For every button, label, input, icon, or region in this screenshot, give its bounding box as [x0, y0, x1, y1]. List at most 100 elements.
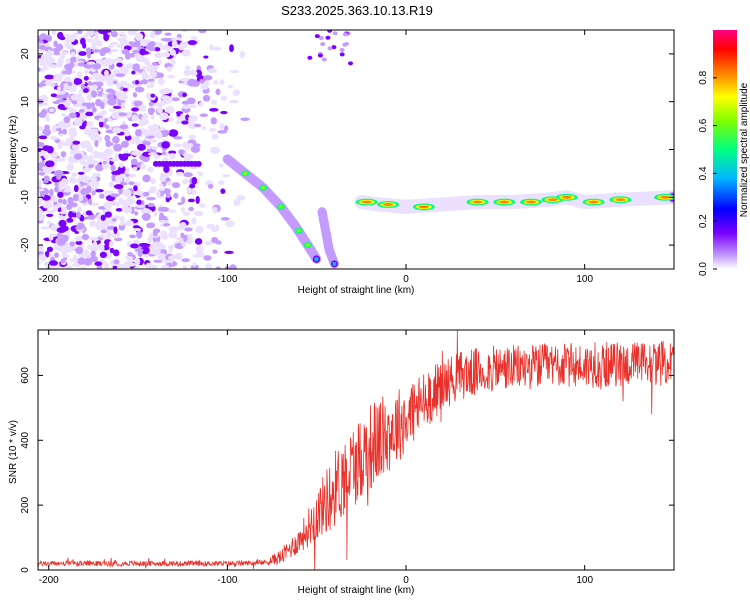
- spectrogram-cell: [163, 165, 170, 173]
- spectrogram-cell: [183, 69, 192, 77]
- spectrogram-cell: [62, 198, 67, 205]
- spectrogram-cell: [135, 257, 141, 266]
- spectrogram-cell: [229, 99, 239, 104]
- spectrogram-cell: [78, 109, 85, 113]
- spectrogram-cell: [38, 201, 43, 205]
- spectrogram-cell: [78, 89, 85, 94]
- spectrogram-cell: [339, 52, 345, 57]
- spectrogram-cell: [38, 259, 41, 266]
- spectrogram-cell: [148, 101, 154, 107]
- spectrogram-cell: [159, 127, 166, 131]
- spectrogram-cell: [86, 94, 93, 102]
- spectrogram-cell: [187, 142, 193, 148]
- spectrogram-cell: [57, 103, 65, 110]
- spectrogram-cell: [111, 31, 118, 38]
- spectrogram-cell: [320, 42, 326, 47]
- spectrogram-cell: [72, 32, 79, 39]
- spectrogram-cell: [212, 46, 222, 51]
- spectrogram-cell: [173, 143, 183, 148]
- spectrogram-cell: [198, 30, 207, 34]
- spectrogram-cell: [110, 232, 121, 239]
- spectrogram-cell: [105, 157, 110, 164]
- spectrogram-cell: [88, 236, 99, 241]
- spectrogram-cell: [67, 122, 72, 128]
- spectrogram-cell: [175, 171, 184, 176]
- spectrogram-y-ticks: -20 -10 0 10 20: [20, 48, 674, 252]
- spectrogram-cell: [73, 118, 83, 127]
- spectrogram-cell: [217, 130, 228, 134]
- spectrogram-cell: [121, 33, 127, 41]
- spectrogram-cell: [100, 229, 107, 234]
- spectrogram-cell: [147, 78, 155, 82]
- spectrogram-cell: [157, 59, 163, 65]
- spectrogram-cell: [63, 116, 71, 124]
- spectrogram-cell: [129, 234, 137, 239]
- chart-title: S233.2025.363.10.13.R19: [281, 3, 433, 18]
- spectrogram-cell: [186, 78, 197, 87]
- spectrogram-cell: [112, 105, 122, 109]
- spectrogram-cell: [163, 130, 170, 135]
- spectrogram-cell: [153, 259, 163, 263]
- spectrogram-cell: [147, 152, 157, 156]
- y-tick-label: 200: [20, 496, 31, 513]
- spectrogram-cell: [92, 240, 98, 248]
- spectrogram-cell: [134, 53, 140, 59]
- spectrogram-cell: [131, 107, 139, 112]
- spectrogram-cell: [165, 181, 174, 186]
- spectrogram-cell: [77, 257, 86, 265]
- spectrogram-cell: [144, 140, 150, 145]
- spectrogram-cell: [77, 206, 82, 213]
- spectrogram-cell: [75, 240, 83, 245]
- spectrogram-cell: [79, 97, 85, 104]
- spectrogram-cell: [48, 235, 54, 241]
- spectrogram-cell: [342, 32, 348, 37]
- spectrogram-cell: [165, 106, 175, 114]
- spectrogram-image: [38, 30, 674, 269]
- spectrogram-cell: [147, 237, 153, 243]
- spectrogram-cell: [153, 211, 158, 217]
- spectrogram-cell: [87, 198, 93, 205]
- spectrogram-cell: [220, 110, 228, 115]
- spectrogram-cell: [56, 232, 63, 238]
- spectrogram-cell: [64, 76, 72, 83]
- spectrogram-cell: [95, 98, 102, 107]
- spectrogram-cell: [49, 108, 55, 113]
- spectrogram-cell: [160, 230, 168, 238]
- spectrogram-cell: [314, 34, 320, 39]
- spectrogram-cell: [95, 188, 104, 193]
- spectrogram-cell: [65, 43, 74, 50]
- spectrogram-cell: [128, 30, 136, 33]
- spectrogram-cell: [195, 160, 202, 167]
- spectrogram-cell: [125, 219, 134, 226]
- spectrogram-cell: [78, 253, 86, 258]
- spectrogram-cell: [55, 264, 61, 269]
- spectrogram-cell: [103, 69, 109, 77]
- snr-panel: -200 -100 0 100 0 200 400 600 Height of straig…: [8, 329, 675, 596]
- spectrogram-cell: [261, 186, 266, 190]
- spectrogram-cell: [67, 196, 74, 204]
- spectrogram-cell: [110, 193, 120, 198]
- spectrogram-cell: [49, 64, 57, 69]
- colorbar-label: Normalized spectral amplitude: [739, 82, 750, 217]
- spectrogram-cell: [57, 191, 64, 198]
- spectrogram-cell: [120, 67, 129, 75]
- spectrogram-cell: [111, 170, 120, 175]
- spectrogram-cell: [81, 234, 90, 240]
- spectrogram-cell: [141, 57, 147, 63]
- y-tick-label: 0: [20, 567, 31, 573]
- spectrogram-cell: [344, 42, 350, 47]
- spectrogram-cell: [118, 162, 124, 168]
- spectrogram-cell: [75, 225, 84, 231]
- spectrogram-cell: [85, 210, 93, 216]
- spectrogram-cell: [113, 237, 123, 242]
- spectrogram-cell: [167, 244, 175, 250]
- spectrogram-cell: [195, 245, 204, 254]
- spectrogram-cell: [178, 149, 185, 155]
- spectrogram-cell: [472, 200, 483, 204]
- spectrogram-cell: [115, 207, 123, 212]
- spectrogram-cell: [207, 68, 217, 74]
- spectrogram-cell: [80, 266, 86, 269]
- spectrogram-cell: [140, 162, 146, 170]
- spectrogram-cell: [307, 55, 313, 60]
- spectrogram-cell: [134, 86, 145, 93]
